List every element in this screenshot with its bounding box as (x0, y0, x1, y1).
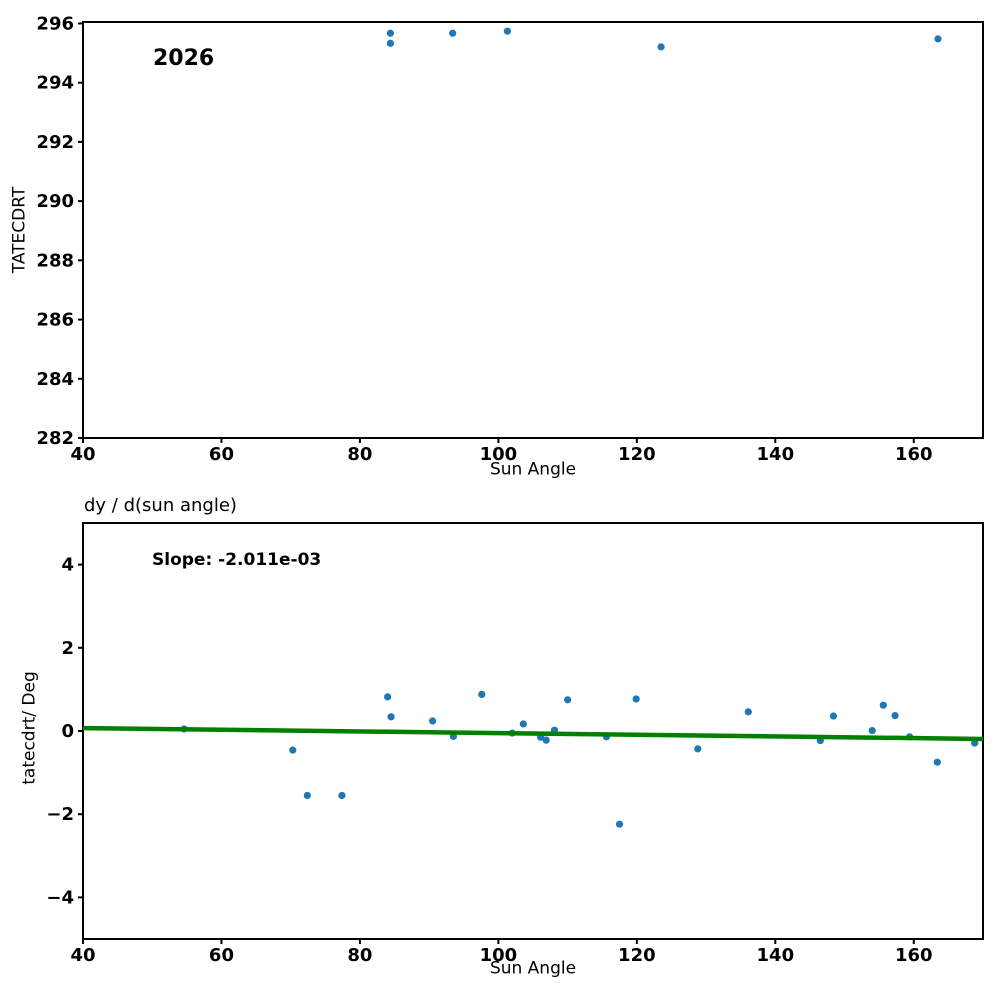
x-tick-label: 60 (209, 444, 234, 465)
scatter-point (891, 712, 899, 720)
top-chart-x-axis-label: Sun Angle (489, 459, 577, 480)
scatter-point (384, 693, 392, 701)
scatter-point (933, 758, 941, 766)
chart-bottom: 40 60 80 100 120 140 160 −4 −2 0 2 4 (46, 522, 984, 966)
scatter-point (829, 712, 838, 720)
x-tick-label: 40 (70, 444, 95, 465)
y-tick-label: 282 (36, 428, 74, 449)
scatter-point (632, 695, 640, 703)
scatter-point (387, 713, 395, 721)
scatter-point (338, 791, 346, 800)
y-tick-label: 294 (36, 73, 74, 94)
scatter-point (971, 739, 979, 747)
top-chart-annotation-year: 2026 (153, 46, 215, 71)
bottom-chart-y-axis-label: tatecdrt/ Deg (19, 671, 40, 785)
scatter-point (694, 745, 702, 753)
x-tick-label: 160 (895, 945, 933, 966)
y-tick-label: 2 (61, 638, 74, 659)
scatter-point (386, 39, 394, 47)
y-tick-label: 284 (36, 369, 74, 390)
scatter-point (303, 791, 311, 800)
scatter-point (478, 690, 486, 698)
scatter-point (879, 701, 887, 709)
x-tick-label: 60 (209, 945, 234, 966)
scatter-point (657, 43, 665, 51)
chart-top: 40 60 80 100 120 140 160 282 284 286 288 290 292 294 2… (36, 13, 984, 465)
scatter-point (449, 29, 457, 37)
scatter-point (934, 35, 942, 43)
scatter-point (564, 696, 572, 704)
x-tick-label: 140 (757, 444, 795, 465)
scatter-point (289, 746, 297, 754)
x-tick-label: 100 (480, 945, 518, 966)
y-tick-label: 286 (36, 310, 74, 331)
y-tick-label: 0 (61, 721, 74, 742)
bottom-chart-x-axis-label: Sun Angle (489, 958, 577, 979)
y-tick-label: −4 (46, 887, 74, 908)
scatter-point (868, 726, 876, 735)
scatter-point (542, 736, 550, 744)
scatter-point (744, 708, 752, 716)
scatter-point (519, 720, 527, 728)
x-tick-label: 120 (618, 444, 656, 465)
x-tick-label: 120 (618, 945, 656, 966)
x-tick-label: 80 (347, 444, 372, 465)
bottom-chart-annotation-slope: Slope: -2.011e-03 (152, 550, 322, 570)
x-tick-label: 100 (480, 444, 518, 465)
scatter-point (503, 27, 511, 35)
fit-line (82, 725, 984, 742)
y-tick-label: 296 (36, 13, 74, 34)
y-tick-label: 292 (36, 132, 74, 153)
x-tick-label: 80 (347, 945, 372, 966)
y-tick-label: 4 (61, 555, 74, 576)
x-tick-label: 40 (70, 945, 95, 966)
scatter-point (429, 717, 437, 725)
top-chart-y-axis-label: TATECDRT (9, 186, 30, 274)
x-tick-label: 140 (757, 945, 795, 966)
y-tick-label: 290 (36, 191, 74, 212)
scatter-point (615, 820, 624, 828)
x-tick-label: 160 (895, 444, 933, 465)
y-tick-label: 288 (36, 250, 74, 271)
y-tick-label: −2 (46, 804, 74, 825)
bottom-chart-title: dy / d(sun angle) (84, 495, 237, 516)
scatter-point (386, 29, 394, 37)
plot-border (82, 21, 984, 439)
